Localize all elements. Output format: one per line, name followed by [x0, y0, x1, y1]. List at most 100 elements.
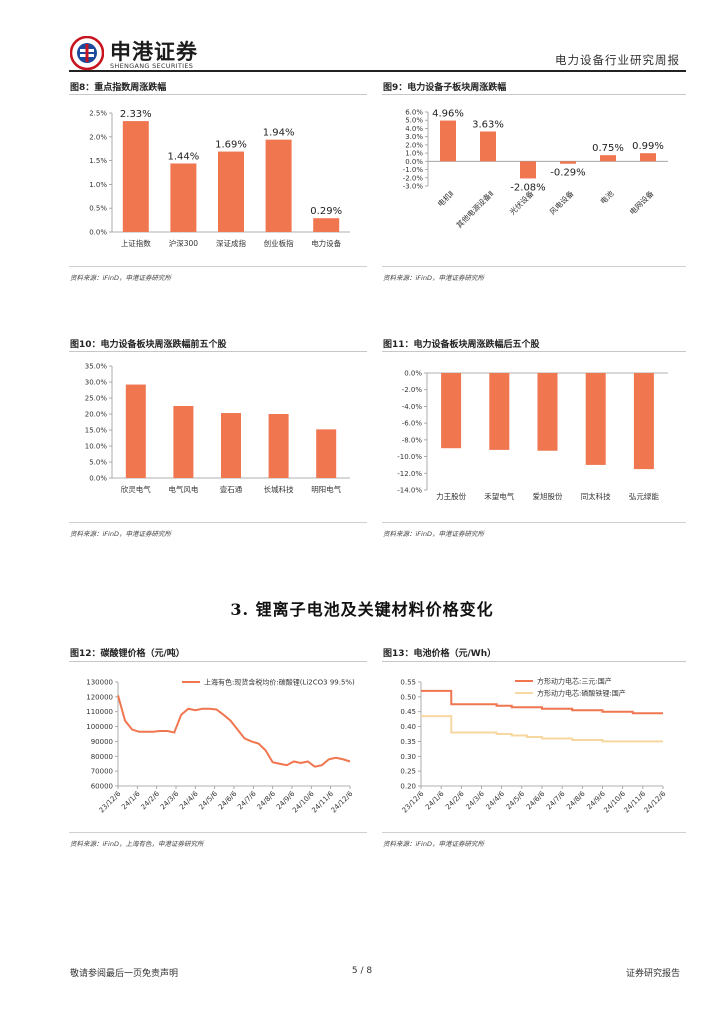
- x-category-label: 同太科技: [581, 491, 611, 501]
- figure-12-title-rule: [69, 661, 367, 662]
- legend-label: 方形动力电芯:三元:国产: [537, 677, 612, 686]
- bar-value-label: 2.33%: [120, 109, 152, 120]
- y-tick-label: 90000: [91, 738, 113, 746]
- x-category-label: 明阳电气: [311, 484, 341, 494]
- bar: [173, 406, 194, 478]
- figure-8-title: 图8：重点指数周涨跌幅: [70, 83, 167, 93]
- x-category-label: 沪深300: [169, 238, 199, 248]
- y-tick-label: 120000: [86, 693, 113, 701]
- y-tick-label: 0.0%: [89, 229, 107, 237]
- y-tick-label: 2.0%: [405, 141, 423, 149]
- bar-value-label: 0.75%: [592, 143, 624, 154]
- bar: [441, 373, 462, 449]
- bar-value-label: -0.29%: [550, 168, 585, 179]
- x-category-label: 禾望电气: [484, 491, 514, 501]
- y-tick-label: 5.0%: [405, 117, 423, 125]
- figure-10-chart: 0.0% 5.0% 10.0% 15.0% 20.0% 25.0% 30.0% 35.0% 欣灵…: [85, 363, 350, 494]
- x-category-label: 电机Ⅱ: [435, 188, 455, 208]
- footer-page-number: 5 / 8: [351, 966, 373, 976]
- x-tick-label: 24/6/6: [217, 789, 239, 811]
- y-tick-label: 0.35: [400, 738, 416, 746]
- bar: [585, 373, 606, 465]
- x-tick-label: 24/12/6: [643, 789, 668, 814]
- y-tick-label: -12.0%: [397, 470, 422, 478]
- x-category-label: 创业板指: [264, 238, 294, 248]
- bar: [489, 373, 510, 450]
- y-tick-label: 2.5%: [89, 110, 107, 118]
- figure-10-source: 资料来源：iFinD，申港证券研究所: [70, 530, 171, 538]
- figure-13-bottom-rule: [382, 832, 686, 833]
- y-tick-label: -10.0%: [397, 453, 422, 461]
- y-tick-label: 5.0%: [89, 459, 107, 467]
- figure-10-title-rule: [69, 351, 367, 352]
- figure-10-bottom-rule: [69, 522, 367, 523]
- x-category-label: 深证成指: [216, 238, 246, 248]
- figure-10-title: 图10：电力设备板块周涨跌幅前五个股: [70, 340, 227, 350]
- y-tick-label: -14.0%: [397, 487, 422, 495]
- y-tick-label: 0.50: [400, 693, 416, 701]
- x-category-label: 其他电源设备Ⅱ: [454, 188, 496, 230]
- figure-13-title: 图13：电池价格（元/Wh）: [383, 649, 497, 659]
- footer-label: 证券研究报告: [625, 969, 680, 979]
- figure-9-title-rule: [382, 94, 686, 95]
- y-tick-label: 0.55: [400, 679, 416, 687]
- figure-12-bottom-rule: [69, 832, 367, 833]
- y-tick-label: 0.45: [400, 708, 416, 716]
- bar-value-label: 1.94%: [263, 128, 295, 139]
- figure-8-chart: 0.0% 0.5% 1.0% 1.5% 2.0% 2.5% 2.33% 上证指数 1.44% 沪深…: [89, 109, 350, 248]
- bar: [480, 131, 496, 162]
- company-name-cn: 申港证券: [110, 40, 198, 64]
- y-tick-label: 1.0%: [405, 150, 423, 158]
- y-tick-label: 10.0%: [85, 443, 108, 451]
- y-tick-label: 0.0%: [405, 158, 423, 166]
- y-tick-label: 1.0%: [89, 181, 107, 189]
- figure-11-source: 资料来源：iFinD，申港证券研究所: [383, 530, 484, 538]
- figure-9-chart: -3.0%-2.0%-1.0%0.0%1.0%2.0%3.0%4.0%5.0%6…: [403, 109, 668, 230]
- y-tick-label: 25.0%: [85, 395, 108, 403]
- footer-disclaimer: 敬请参阅最后一页免责声明: [70, 969, 179, 979]
- figure-11-title: 图11：电力设备板块周涨跌幅后五个股: [383, 340, 540, 350]
- figure-13-title-rule: [382, 661, 686, 662]
- x-tick-label: 24/5/6: [197, 789, 219, 811]
- figure-11-bottom-rule: [382, 522, 686, 523]
- series-line: [421, 689, 663, 715]
- y-tick-label: 3.0%: [405, 133, 423, 141]
- x-tick-label: 24/3/6: [159, 789, 181, 811]
- x-category-label: 长城科技: [264, 484, 294, 494]
- figure-8-title-rule: [69, 94, 367, 95]
- y-tick-label: 60000: [91, 783, 113, 791]
- legend-label: 上海有色:现货含税均价:碳酸锂(Li2CO3 99.5%): [204, 678, 355, 687]
- y-tick-label: 0.20: [400, 783, 416, 791]
- x-category-label: 电力设备: [311, 238, 341, 248]
- y-tick-label: 80000: [91, 753, 113, 761]
- bar-value-label: 0.99%: [632, 141, 664, 152]
- bar: [265, 139, 292, 232]
- y-tick-label: -6.0%: [402, 420, 423, 428]
- y-tick-label: 0.30: [400, 753, 416, 761]
- bar: [268, 414, 289, 478]
- y-tick-label: 35.0%: [85, 363, 108, 371]
- bar: [125, 384, 146, 478]
- x-tick-label: 24/8/6: [565, 789, 587, 811]
- x-category-label: 上证指数: [121, 238, 151, 248]
- bar-value-label: 3.63%: [472, 119, 504, 130]
- bar-value-label: -2.08%: [510, 182, 545, 193]
- x-tick-label: 23/12/6: [401, 789, 426, 814]
- section-title: 3. 锂离子电池及关键材料价格变化: [230, 600, 494, 619]
- bar-value-label: 4.96%: [432, 109, 464, 120]
- figure-9-source: 资料来源：iFinD，申港证券研究所: [383, 274, 484, 282]
- figure-13-source: 资料来源：iFinD，申港证券研究所: [383, 840, 484, 848]
- shengang-logo-icon: [70, 36, 104, 70]
- figure-8-source: 资料来源：iFinD，申港证券研究所: [70, 274, 171, 282]
- figure-9-bottom-rule: [382, 266, 686, 267]
- x-category-label: 壹石通: [220, 484, 243, 494]
- bar: [218, 151, 244, 232]
- bar-value-label: 1.69%: [215, 140, 247, 151]
- y-tick-label: 0.5%: [89, 205, 107, 213]
- y-tick-label: 100000: [86, 723, 113, 731]
- figure-13-chart: 0.200.250.300.350.400.450.500.5523/12/62…: [400, 677, 668, 815]
- company-name-en: SHENGANG SECURITIES: [110, 62, 194, 70]
- figure-12-source: 资料来源：iFinD，上海有色，申港证券研究所: [70, 840, 204, 848]
- y-tick-label: -2.0%: [402, 386, 423, 394]
- y-tick-label: 130000: [86, 679, 113, 687]
